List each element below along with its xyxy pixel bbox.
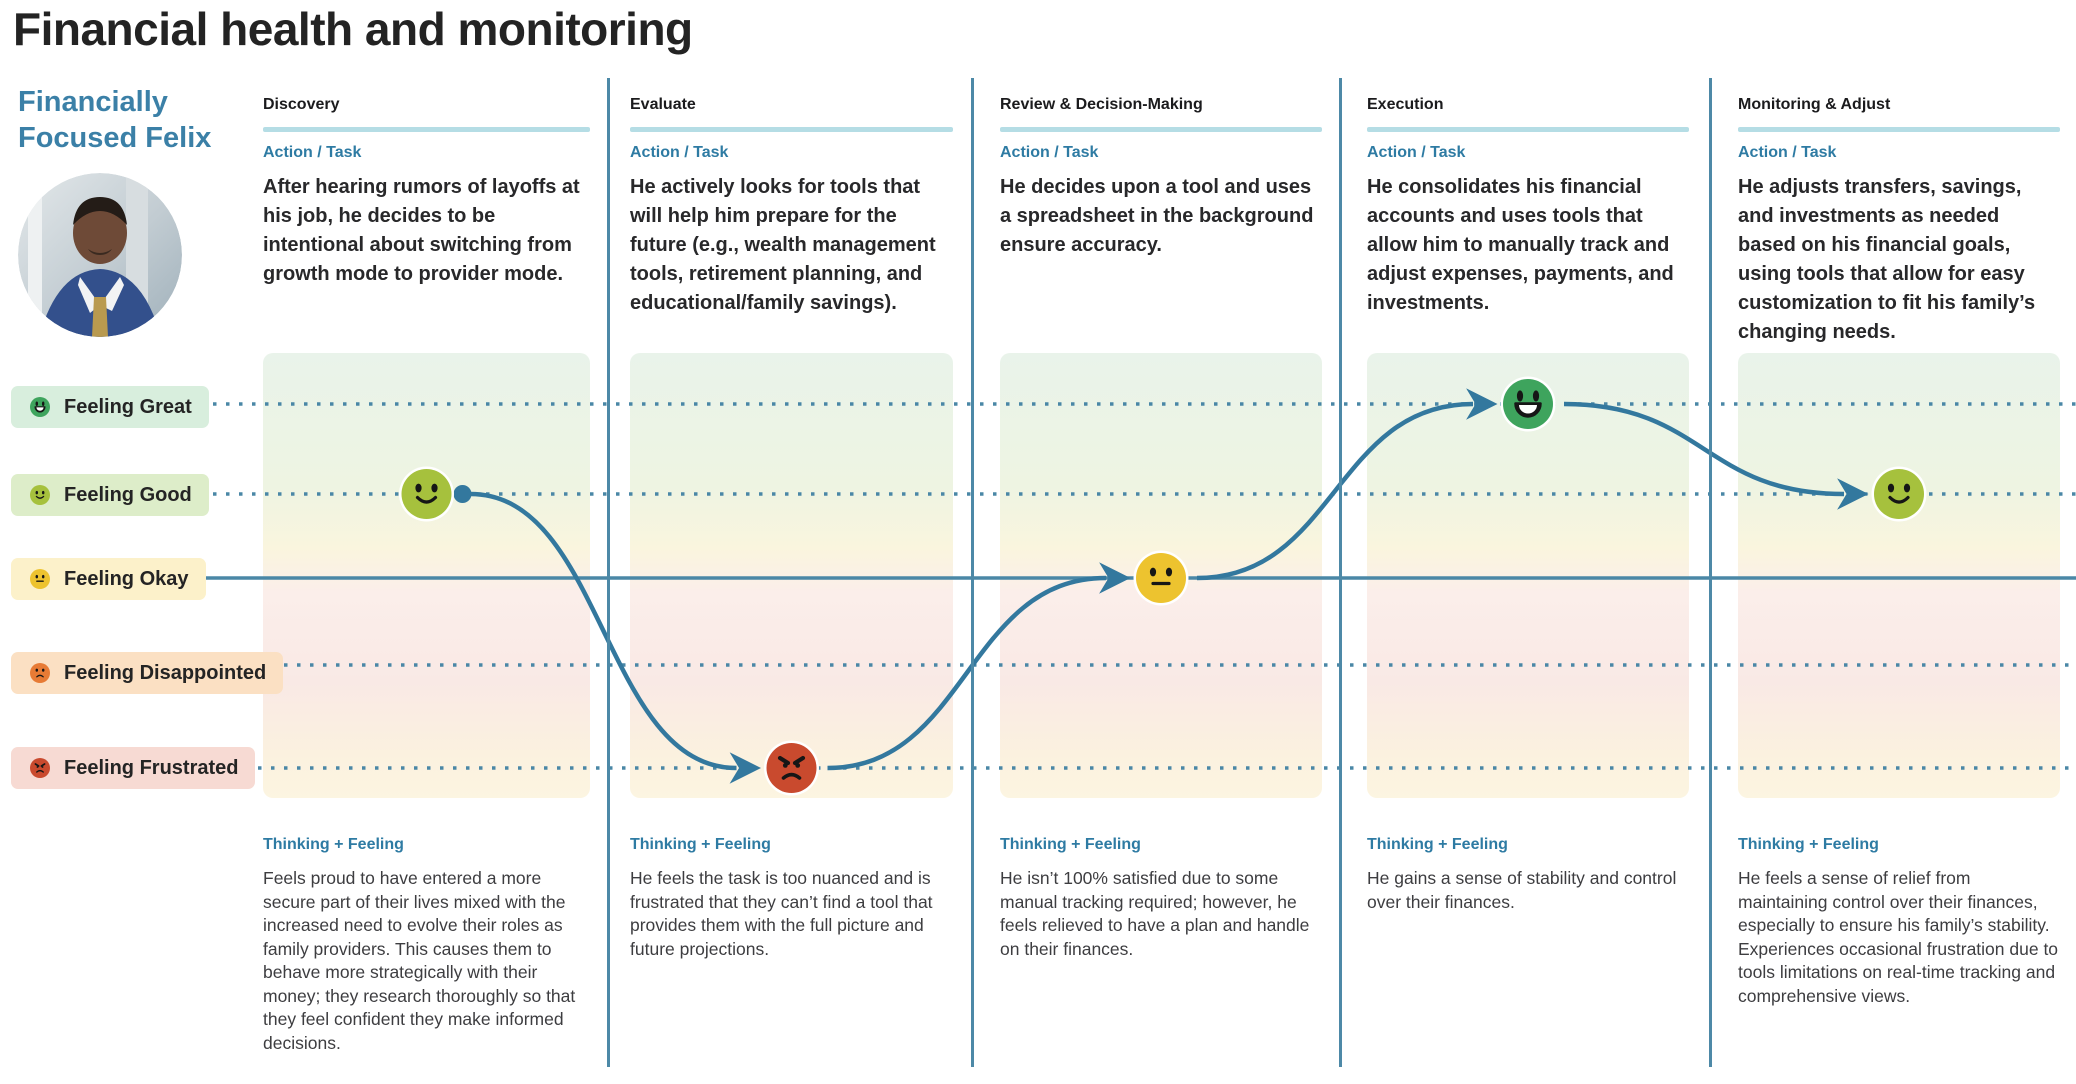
thinking-feeling-text: Feels proud to have entered a more secur… bbox=[263, 868, 576, 1053]
stage-title: Monitoring & Adjust bbox=[1738, 96, 1891, 113]
feeling-good-emoji-icon bbox=[28, 483, 52, 507]
thinking-feeling-label: Thinking + Feeling bbox=[630, 836, 771, 853]
pill-feeling-great-label: Feeling Great bbox=[64, 395, 192, 418]
feeling-great-emoji-icon bbox=[28, 395, 52, 419]
stage-column-monitoring-adjust: Monitoring & Adjust Action / Task He adj… bbox=[1738, 0, 2060, 1084]
stage-divider bbox=[1339, 78, 1342, 1067]
persona-name-line1: Financially bbox=[18, 86, 168, 118]
stage-divider bbox=[971, 78, 974, 1067]
pill-feeling-disappointed-label: Feeling Disappointed bbox=[64, 661, 267, 684]
stage-title: Evaluate bbox=[630, 96, 696, 113]
thinking-feeling-text: He feels the task is too nuanced and is … bbox=[630, 868, 933, 959]
stage-footer: Thinking + Feeling He gains a sense of s… bbox=[1367, 836, 1689, 914]
stage-underline bbox=[1000, 127, 1322, 132]
action-task-text: He actively looks for tools that will he… bbox=[630, 176, 936, 314]
stage-column-execution: Execution Action / Task He consolidates … bbox=[1367, 0, 1689, 1084]
stage-header: Review & Decision-Making Action / Task H… bbox=[1000, 96, 1322, 260]
persona-name: Financially Focused Felix bbox=[18, 84, 211, 156]
stage-footer: Thinking + Feeling Feels proud to have e… bbox=[263, 836, 590, 1055]
action-task-text: He adjusts transfers, savings, and inves… bbox=[1738, 176, 2036, 343]
stage-header: Evaluate Action / Task He actively looks… bbox=[630, 96, 953, 318]
persona-name-line2: Focused Felix bbox=[18, 122, 212, 154]
stage-underline bbox=[630, 127, 953, 132]
stage-title: Discovery bbox=[263, 96, 340, 113]
stage-column-evaluate: Evaluate Action / Task He actively looks… bbox=[630, 0, 953, 1084]
action-task-label: Action / Task bbox=[263, 144, 362, 161]
thinking-feeling-text: He gains a sense of stability and contro… bbox=[1367, 868, 1677, 912]
pill-feeling-okay-label: Feeling Okay bbox=[64, 567, 189, 590]
stage-title: Review & Decision-Making bbox=[1000, 96, 1203, 113]
thinking-feeling-label: Thinking + Feeling bbox=[1738, 836, 1879, 853]
action-task-label: Action / Task bbox=[630, 144, 729, 161]
pill-feeling-frustrated-label: Feeling Frustrated bbox=[64, 756, 239, 779]
pill-feeling-great: Feeling Great bbox=[11, 386, 209, 428]
stage-header: Discovery Action / Task After hearing ru… bbox=[263, 96, 590, 289]
pill-feeling-good-label: Feeling Good bbox=[64, 483, 192, 506]
action-task-text: He consolidates his financial accounts a… bbox=[1367, 176, 1674, 314]
thinking-feeling-label: Thinking + Feeling bbox=[263, 836, 404, 853]
action-task-label: Action / Task bbox=[1367, 144, 1466, 161]
action-task-text: He decides upon a tool and uses a spread… bbox=[1000, 176, 1314, 256]
action-task-text: After hearing rumors of layoffs at his j… bbox=[263, 176, 580, 285]
stage-divider bbox=[607, 78, 610, 1067]
stage-footer: Thinking + Feeling He feels a sense of r… bbox=[1738, 836, 2060, 1008]
feeling-disappointed-emoji-icon bbox=[28, 661, 52, 685]
feeling-frustrated-emoji-icon bbox=[28, 756, 52, 780]
thinking-feeling-text: He isn’t 100% satisfied due to some manu… bbox=[1000, 868, 1310, 959]
feeling-okay-emoji-icon bbox=[28, 567, 52, 591]
stage-underline bbox=[263, 127, 590, 132]
pill-feeling-frustrated: Feeling Frustrated bbox=[11, 747, 256, 789]
persona-avatar bbox=[18, 173, 182, 337]
page-title: Financial health and monitoring bbox=[13, 3, 693, 55]
persona-avatar-image bbox=[18, 173, 182, 337]
action-task-label: Action / Task bbox=[1738, 144, 1837, 161]
stage-header: Monitoring & Adjust Action / Task He adj… bbox=[1738, 96, 2060, 347]
thinking-feeling-text: He feels a sense of relief from maintain… bbox=[1738, 868, 2059, 1006]
stage-title: Execution bbox=[1367, 96, 1444, 113]
stage-divider bbox=[1709, 78, 1712, 1067]
pill-feeling-disappointed: Feeling Disappointed bbox=[11, 652, 284, 694]
stage-column-review-decision-making: Review & Decision-Making Action / Task H… bbox=[1000, 0, 1322, 1084]
thinking-feeling-label: Thinking + Feeling bbox=[1000, 836, 1141, 853]
stage-column-discovery: Discovery Action / Task After hearing ru… bbox=[263, 0, 590, 1084]
stage-header: Execution Action / Task He consolidates … bbox=[1367, 96, 1689, 318]
pill-feeling-good: Feeling Good bbox=[11, 474, 209, 516]
stage-footer: Thinking + Feeling He isn’t 100% satisfi… bbox=[1000, 836, 1322, 961]
stage-footer: Thinking + Feeling He feels the task is … bbox=[630, 836, 953, 961]
thinking-feeling-label: Thinking + Feeling bbox=[1367, 836, 1508, 853]
stage-underline bbox=[1367, 127, 1689, 132]
action-task-label: Action / Task bbox=[1000, 144, 1099, 161]
stage-underline bbox=[1738, 127, 2060, 132]
pill-feeling-okay: Feeling Okay bbox=[11, 558, 206, 600]
